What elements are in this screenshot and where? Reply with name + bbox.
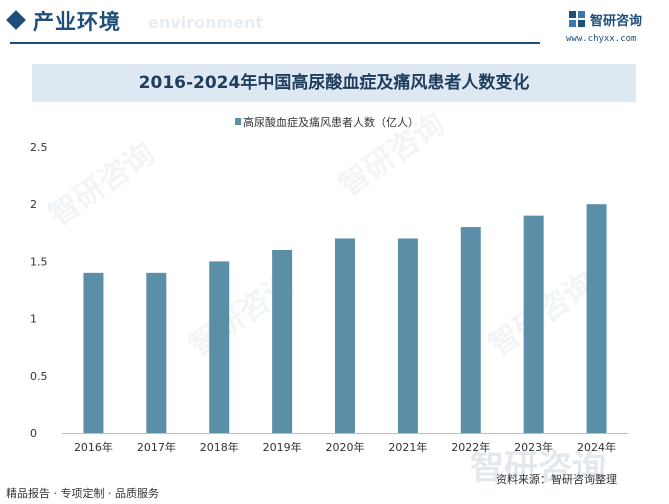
logo-url: www.chyxx.com	[566, 34, 637, 44]
bar	[460, 227, 481, 433]
x-tick-label: 2021年	[388, 440, 427, 454]
logo-icon	[569, 11, 585, 27]
legend-swatch	[235, 118, 241, 125]
x-tick-label: 2022年	[451, 440, 490, 454]
header-divider	[10, 42, 540, 44]
chart-title-bar: 2016-2024年中国高尿酸血症及痛风患者人数变化	[32, 64, 636, 102]
section-subtitle-en: environment	[148, 13, 263, 32]
footer-tagline: 精品报告 · 专项定制 · 品质服务	[6, 487, 159, 500]
bar	[146, 272, 167, 433]
section-title: 产业环境	[33, 10, 121, 34]
chart-title: 2016-2024年中国高尿酸血症及痛风患者人数变化	[138, 73, 530, 93]
x-tick-label: 2019年	[263, 440, 302, 454]
bar	[586, 204, 607, 433]
x-tick-label: 2018年	[200, 440, 239, 454]
bar	[523, 215, 544, 433]
y-tick-label: 2	[30, 198, 37, 211]
x-tick-label: 2023年	[514, 440, 553, 454]
page-header: 产业环境 environment 智研咨询 www.chyxx.com	[0, 0, 669, 44]
y-tick-label: 2.5	[30, 141, 48, 154]
y-tick-label: 0	[30, 427, 37, 440]
bar	[397, 238, 418, 433]
y-tick-label: 1.5	[30, 255, 48, 268]
bar	[272, 249, 293, 433]
x-tick-label: 2016年	[74, 440, 113, 454]
x-tick-label: 2024年	[577, 440, 616, 454]
x-tick-label: 2017年	[137, 440, 176, 454]
source-note: 资料来源：智研咨询整理	[496, 473, 617, 486]
logo-text: 智研咨询	[590, 14, 643, 29]
y-tick-label: 0.5	[30, 370, 48, 383]
legend-label: 高尿酸血症及痛风患者人数（亿人）	[243, 116, 419, 129]
bar	[83, 272, 104, 433]
y-tick-label: 1	[30, 313, 37, 326]
bar	[209, 261, 230, 433]
x-tick-label: 2020年	[326, 440, 365, 454]
bar	[335, 238, 355, 433]
